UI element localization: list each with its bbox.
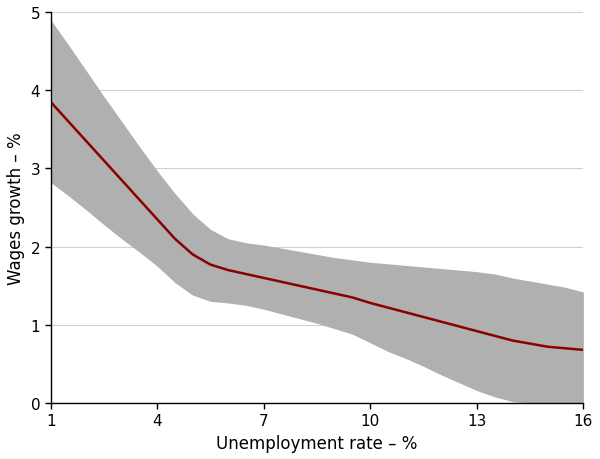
Y-axis label: Wages growth – %: Wages growth – % xyxy=(7,132,25,284)
X-axis label: Unemployment rate – %: Unemployment rate – % xyxy=(217,434,418,452)
